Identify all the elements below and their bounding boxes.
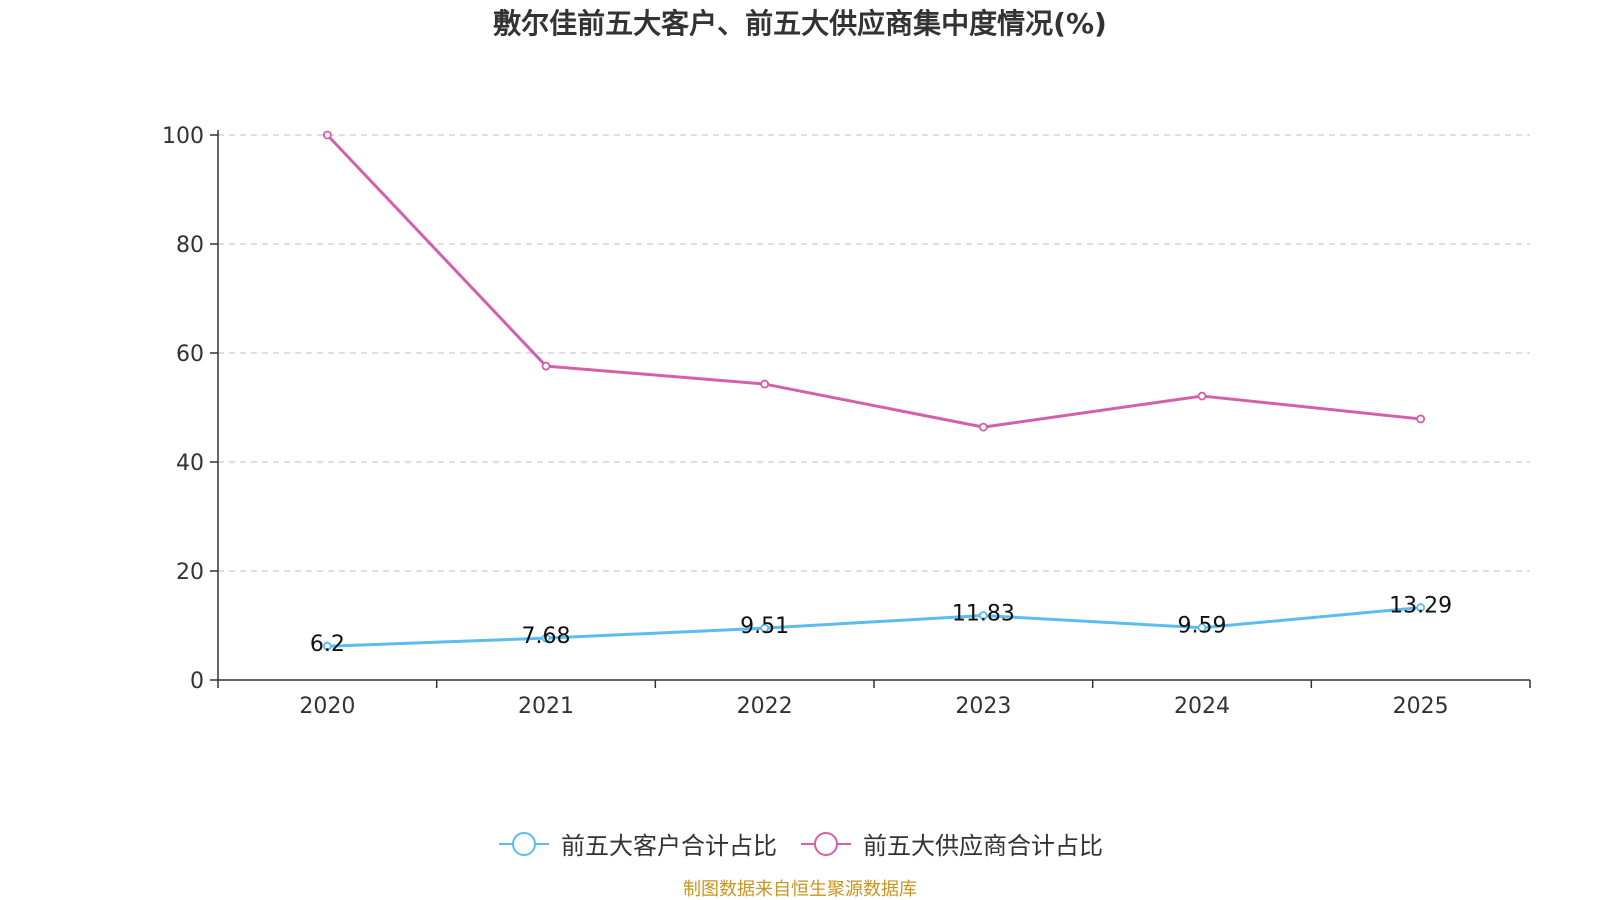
data-point[interactable] (541, 633, 551, 643)
legend-swatch-circle-customers (512, 831, 536, 856)
legend-label-customers: 前五大客户合计占比 (561, 832, 777, 860)
data-point[interactable] (1416, 603, 1426, 612)
data-point[interactable] (760, 623, 770, 633)
y-tick-label: 0 (190, 669, 204, 694)
legend-item-customers[interactable]: 前五大客户合计占比 (497, 826, 777, 861)
series-line-1 (326, 133, 1421, 429)
data-point[interactable] (541, 361, 551, 371)
data-label: 9.51 (740, 614, 789, 639)
y-tick-label: 20 (176, 560, 204, 585)
y-tick-label: 80 (176, 233, 204, 258)
data-label: 6.2 (310, 632, 345, 657)
y-tick-label: 100 (162, 124, 204, 149)
data-label: 11.83 (952, 602, 1015, 627)
legend: 前五大客户合计占比 前五大供应商合计占比 (0, 826, 1600, 861)
data-label-layer: 6.2 7.68 9.51 11.83 9.59 13.29 (310, 594, 1452, 658)
x-tick-label: 2020 (299, 694, 355, 719)
legend-line-circle-icon (499, 831, 549, 856)
data-point[interactable] (1197, 623, 1207, 633)
line-chart: 0 20 40 60 80 100 2020 2021 2022 2023 2024 2025 6.2… (162, 124, 1531, 719)
axis-layer: 0 20 40 60 80 100 2020 2021 2022 2023 2024 2025 (162, 124, 1531, 719)
y-tick-label: 60 (176, 342, 204, 367)
grid-layer (218, 134, 1530, 572)
x-tick-label: 2022 (737, 694, 793, 719)
data-label: 13.29 (1389, 594, 1452, 619)
chart-title: 敷尔佳前五大客户、前五大供应商集中度情况(%) (493, 7, 1107, 40)
data-label: 7.68 (522, 624, 571, 649)
x-tick-label: 2021 (518, 694, 574, 719)
data-point[interactable] (1197, 391, 1207, 401)
legend-line-circle-icon (801, 831, 851, 856)
legend-item-suppliers[interactable]: 前五大供应商合计占比 (799, 826, 1103, 861)
data-label: 9.59 (1178, 614, 1227, 639)
data-point[interactable] (978, 422, 988, 432)
source-note: 制图数据来自恒生聚源数据库 (683, 879, 917, 900)
data-point[interactable] (322, 641, 332, 651)
series-layer (322, 130, 1426, 651)
data-point[interactable] (760, 379, 770, 389)
data-point[interactable] (1416, 414, 1426, 424)
x-tick-label: 2023 (955, 694, 1011, 719)
data-point[interactable] (978, 611, 988, 620)
x-tick-label: 2024 (1174, 694, 1230, 719)
legend-label-suppliers: 前五大供应商合计占比 (863, 832, 1103, 860)
x-tick-label: 2025 (1393, 694, 1449, 719)
data-point[interactable] (322, 130, 332, 140)
series-line-0 (327, 606, 1421, 648)
y-tick-label: 40 (176, 451, 204, 476)
legend-swatch-circle-suppliers (814, 831, 838, 856)
